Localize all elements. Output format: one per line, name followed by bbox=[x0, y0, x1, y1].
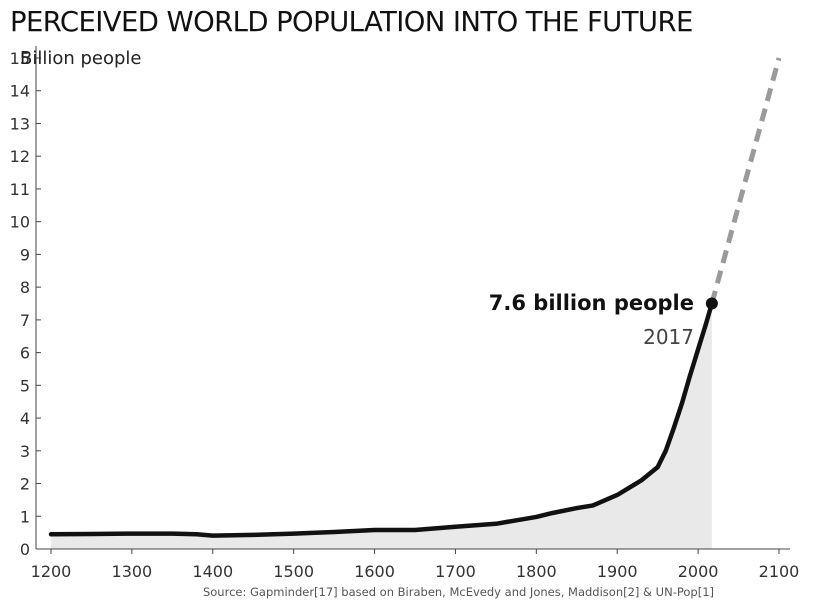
x-tick-label: 1500 bbox=[273, 562, 314, 581]
x-tick-label: 2000 bbox=[678, 562, 719, 581]
y-tick-label: 15 bbox=[10, 49, 30, 68]
y-axis-label: Billion people bbox=[20, 48, 142, 69]
x-tick-label: 1200 bbox=[31, 562, 72, 581]
y-tick-label: 4 bbox=[20, 409, 30, 428]
x-tick-label: 1900 bbox=[597, 562, 638, 581]
annotation-value: 7.6 billion people bbox=[489, 291, 694, 315]
y-tick-label: 12 bbox=[10, 147, 30, 166]
x-tick-label: 1800 bbox=[516, 562, 557, 581]
x-tick-label: 1700 bbox=[435, 562, 476, 581]
y-tick-label: 8 bbox=[20, 278, 30, 297]
y-tick-label: 0 bbox=[20, 540, 30, 559]
x-tick-label: 1600 bbox=[354, 562, 395, 581]
series-0-line bbox=[48, 301, 715, 538]
y-tick-label: 9 bbox=[20, 245, 30, 264]
y-tick-label: 5 bbox=[20, 376, 30, 395]
x-tick-label: 2100 bbox=[759, 562, 800, 581]
y-tick-label: 14 bbox=[10, 82, 30, 101]
y-tick-label: 1 bbox=[20, 507, 30, 526]
highlight-point-2017 bbox=[705, 297, 718, 310]
y-tick-label: 10 bbox=[10, 213, 30, 232]
y-tick-label: 3 bbox=[20, 442, 30, 461]
x-tick-label: 1300 bbox=[112, 562, 153, 581]
annotation-year: 2017 bbox=[643, 325, 694, 349]
y-tick-label: 2 bbox=[20, 475, 30, 494]
y-tick-label: 13 bbox=[10, 114, 30, 133]
series-0-area bbox=[51, 303, 712, 549]
source-note: Source: Gapminder[17] based on Biraben, … bbox=[203, 585, 714, 599]
y-tick-label: 7 bbox=[20, 311, 30, 330]
chart-title: PERCEIVED WORLD POPULATION INTO THE FUTU… bbox=[10, 6, 693, 38]
series-layer bbox=[48, 57, 782, 538]
label-layer: Billion people 7.6 billion people 2017 S… bbox=[20, 48, 714, 599]
y-tick-label: 11 bbox=[10, 180, 30, 199]
x-tick-label: 1400 bbox=[192, 562, 233, 581]
area-layer bbox=[51, 303, 712, 549]
series-1-projection-line bbox=[709, 57, 782, 305]
y-tick-label: 6 bbox=[20, 344, 30, 363]
